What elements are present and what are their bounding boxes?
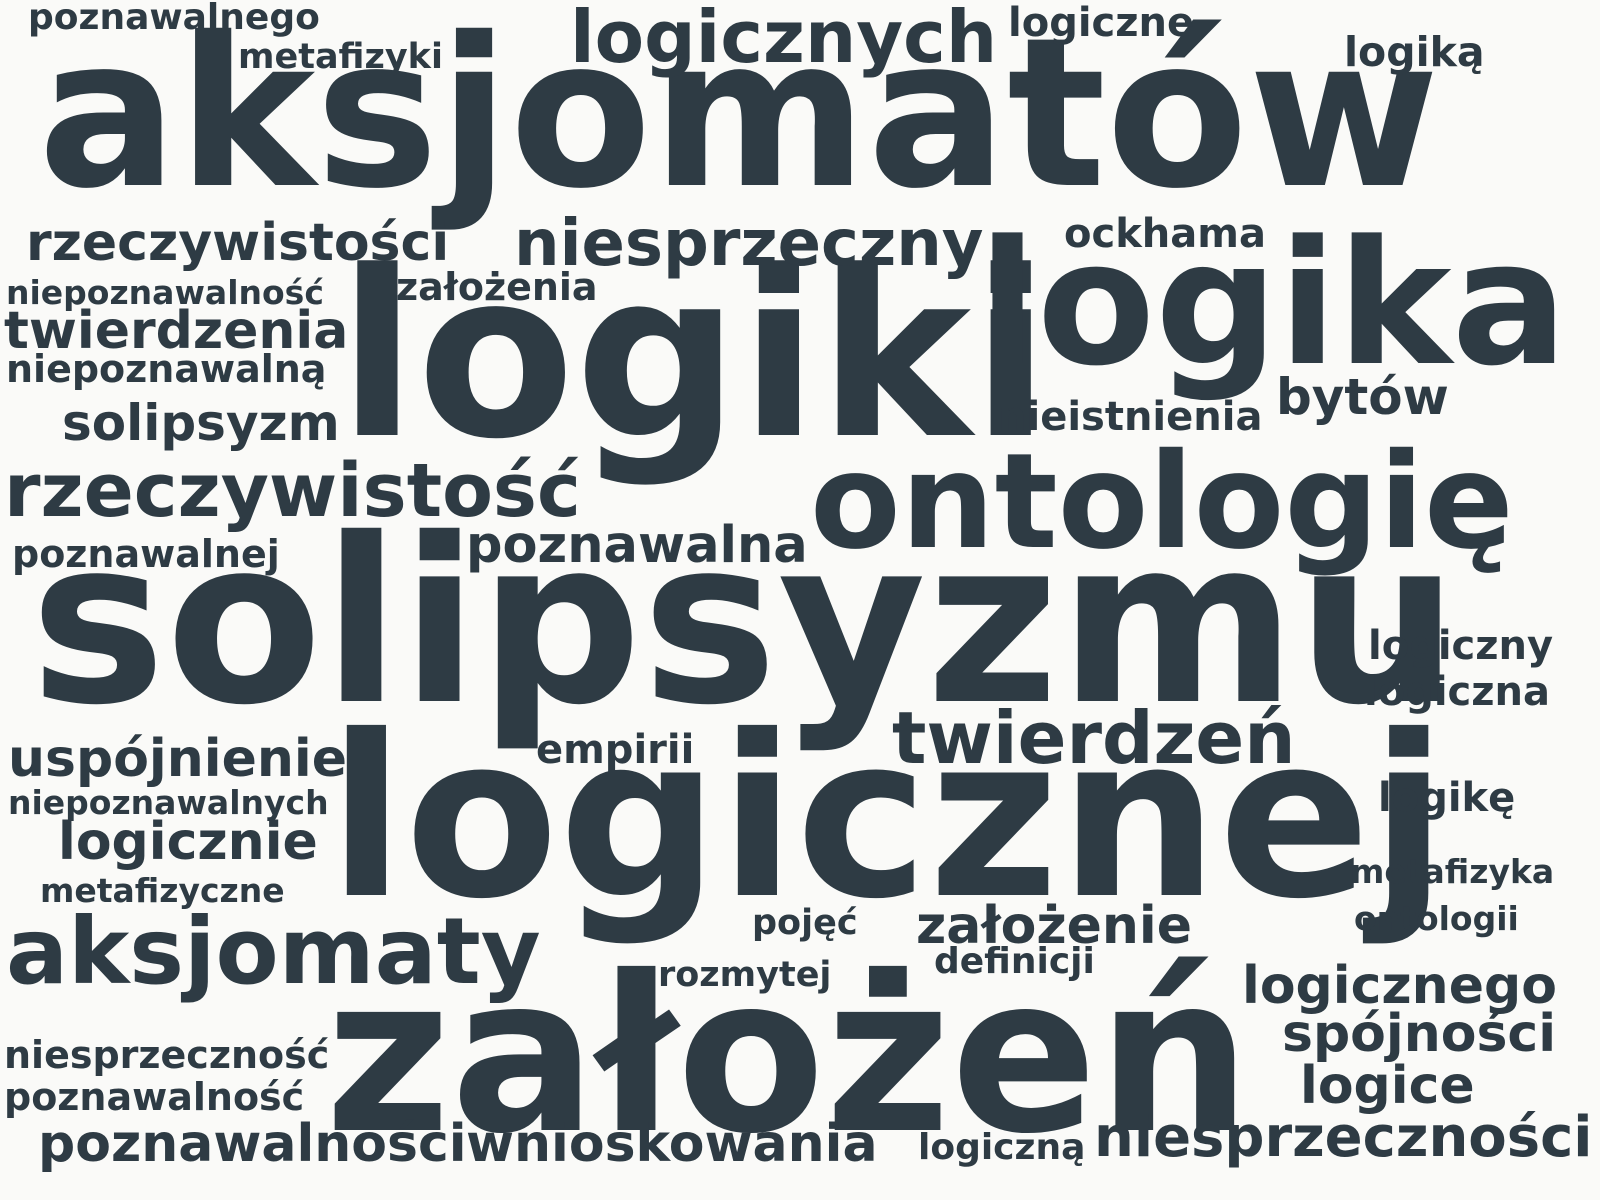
word-ontologii: ontologii: [1354, 899, 1519, 938]
word-twierdzen: twierdzeń: [892, 696, 1296, 780]
word-logiczna-instrumental: logiczną: [918, 1127, 1086, 1168]
word-aksjomatow: aksjomatów: [38, 0, 1440, 234]
word-definicji: definicji: [934, 941, 1095, 982]
word-logice: logice: [1300, 1056, 1475, 1116]
word-poznawalnosci: poznawalności: [38, 1114, 467, 1174]
word-logiczna: logiczna: [1364, 669, 1550, 715]
word-twierdzenia: twierdzenia: [4, 301, 349, 361]
word-logicznej: logicznej: [328, 687, 1448, 948]
word-logika-instrumental: logiką: [1344, 28, 1485, 76]
word-logika: logika: [978, 203, 1568, 404]
word-logiki: logiki: [338, 223, 1051, 490]
word-logicznych: logicznych: [570, 0, 998, 79]
word-rozmytej: rozmytej: [658, 955, 832, 995]
word-niesprzecznosc: niesprzeczność: [4, 1033, 330, 1077]
word-solipsyzm: solipsyzm: [62, 394, 340, 452]
word-aksjomaty: aksjomaty: [6, 898, 541, 1005]
word-logicznego: logicznego: [1242, 956, 1557, 1016]
word-poznawalna: poznawalna: [466, 516, 808, 575]
word-metafizyki: metafizyki: [238, 37, 443, 77]
word-spojnosci: spójności: [1282, 1004, 1557, 1064]
word-poznawalnej: poznawalnej: [12, 532, 280, 576]
word-metafizyka: metafizyka: [1350, 852, 1555, 891]
word-logiczny: logiczny: [1368, 623, 1554, 669]
word-nieistnienia: nieistnienia: [998, 394, 1263, 440]
word-logiczne: logiczne: [1008, 0, 1195, 46]
word-solipsyzmu: solipsyzmu: [30, 489, 1459, 755]
word-niesprzecznosci: niesprzeczności: [1094, 1105, 1593, 1170]
word-niepoznawalnosc: niepoznawalność: [6, 273, 324, 312]
word-ontologie: ontologię: [810, 425, 1514, 579]
word-niepoznawalnych: niepoznawalnych: [8, 783, 329, 822]
word-ockhama: ockhama: [1064, 211, 1266, 257]
word-niesprzeczny: niesprzeczny: [514, 207, 984, 281]
word-wnioskowania: wnioskowania: [466, 1114, 878, 1174]
word-poznawalnosc: poznawalność: [4, 1075, 305, 1119]
word-bytow: bytów: [1276, 368, 1449, 426]
word-zalozenie: założenie: [916, 896, 1193, 956]
word-pojec: pojęć: [752, 903, 858, 943]
word-empirii: empirii: [536, 727, 695, 773]
word-metafizyczne: metafizyczne: [40, 871, 285, 910]
word-rzeczywistosci: rzeczywistości: [26, 213, 450, 273]
word-rzeczywistosc: rzeczywistość: [4, 448, 581, 534]
word-logicznie: logicznie: [58, 812, 318, 872]
word-uspojnienie: uspójnienie: [8, 729, 347, 789]
word-zalozenia: założenia: [396, 265, 598, 309]
word-zalozen: założeń: [325, 930, 1252, 1181]
word-logike: logikę: [1378, 775, 1516, 821]
word-poznawalnego: poznawalnego: [28, 0, 320, 38]
word-niepoznawalna: niepoznawalną: [6, 347, 327, 391]
